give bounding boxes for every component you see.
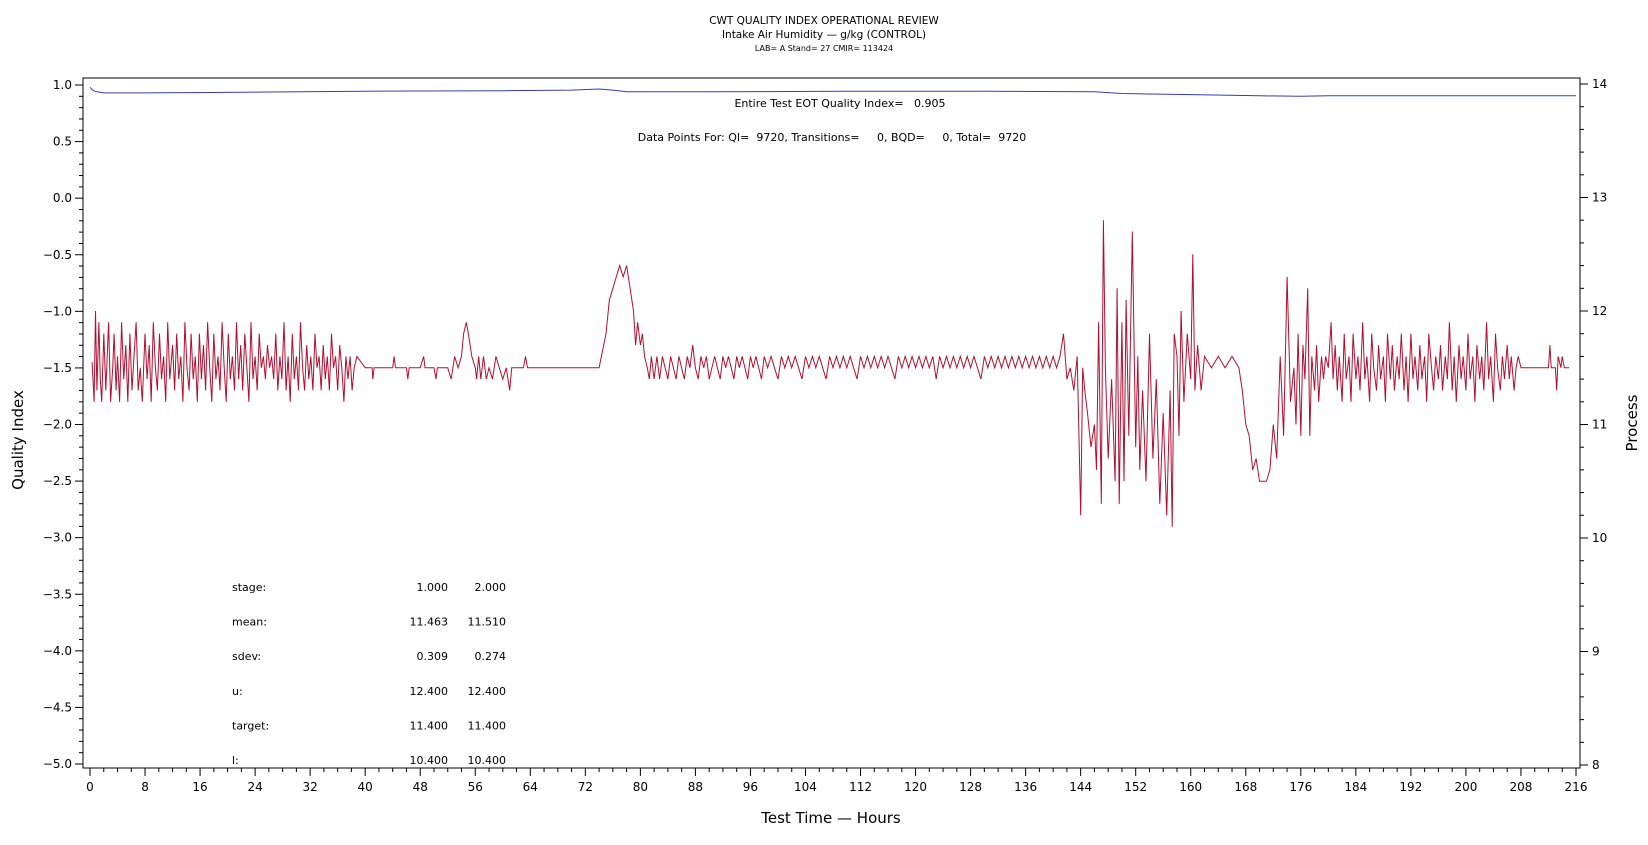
- x-tick-label: 120: [904, 780, 927, 794]
- stats-cell: 11.400: [468, 719, 507, 732]
- y-left-tick-label: 0.5: [53, 135, 72, 149]
- stats-row-label: u:: [232, 685, 243, 698]
- eot-quality-index-note: Entire Test EOT Quality Index= 0.905: [734, 97, 945, 110]
- chart-title: CWT QUALITY INDEX OPERATIONAL REVIEW: [709, 15, 939, 27]
- x-tick-label: 64: [523, 780, 538, 794]
- y-right-tick-label: 11: [1592, 418, 1607, 432]
- stats-cell: 2.000: [475, 581, 507, 594]
- chart-info-line: LAB= A Stand= 27 CMIR= 113424: [755, 44, 893, 53]
- x-tick-label: 72: [578, 780, 593, 794]
- x-tick-label: 88: [688, 780, 703, 794]
- quality-index-line: [89, 86, 1576, 97]
- x-tick-label: 176: [1289, 780, 1312, 794]
- x-tick-label: 112: [849, 780, 872, 794]
- y-left-tick-label: −3.0: [43, 531, 72, 545]
- x-tick-label: 80: [633, 780, 648, 794]
- y-left-tick-label: −0.5: [43, 248, 72, 262]
- stats-row-label: sdev:: [232, 650, 261, 663]
- series-layer: [89, 86, 1576, 527]
- y-right-tick-label: 13: [1592, 191, 1607, 205]
- x-tick-label: 8: [141, 780, 149, 794]
- x-axis-ticks: 0 8 16 24 32 40 48 56 64 72 80 88 96 104 112 120 128 136 1…: [86, 768, 1587, 794]
- x-tick-label: 152: [1124, 780, 1147, 794]
- x-tick-label: 48: [413, 780, 428, 794]
- x-tick-label: 104: [794, 780, 817, 794]
- y-left-tick-label: −4.0: [43, 644, 72, 658]
- plot-frame: [82, 77, 1581, 769]
- y-left-tick-label: −5.0: [43, 757, 72, 771]
- stats-cell: 10.400: [468, 754, 507, 767]
- y-left-tick-label: −2.5: [43, 474, 72, 488]
- x-tick-label: 16: [192, 780, 207, 794]
- stats-cell: 0.274: [475, 650, 507, 663]
- x-tick-label: 184: [1344, 780, 1367, 794]
- y-left-tick-label: −3.5: [43, 587, 72, 601]
- stats-cell: 0.309: [417, 650, 449, 663]
- left-axis-label: Quality Index: [9, 390, 27, 490]
- y-right-tick-label: 8: [1592, 758, 1600, 772]
- x-tick-label: 160: [1179, 780, 1202, 794]
- stats-cell: 10.400: [410, 754, 449, 767]
- right-axis-label: Process: [1623, 394, 1641, 451]
- chart-subtitle: Intake Air Humidity — g/kg (CONTROL): [722, 29, 926, 41]
- process-line: [91, 220, 1570, 527]
- y-left-tick-label: 0.0: [53, 191, 72, 205]
- x-tick-label: 168: [1234, 780, 1257, 794]
- y-left-tick-label: −2.0: [43, 418, 72, 432]
- x-tick-label: 40: [358, 780, 373, 794]
- y-right-tick-label: 14: [1592, 77, 1607, 91]
- stats-row-label: l:: [232, 754, 239, 767]
- y-left-tick-label: −4.5: [43, 700, 72, 714]
- y-right-tick-label: 10: [1592, 531, 1607, 545]
- stats-cell: 11.463: [410, 616, 449, 629]
- x-tick-label: 96: [743, 780, 758, 794]
- x-tick-label: 32: [303, 780, 318, 794]
- stats-row-label: stage:: [232, 581, 266, 594]
- left-axis-ticks: 1.0 0.5 0.0 −0.5 −1.0 −1.5 −2.0 −2.5 −3.0 −3.5 −4.…: [43, 78, 83, 771]
- x-tick-label: 24: [247, 780, 262, 794]
- y-left-tick-label: 1.0: [53, 78, 72, 92]
- data-points-note: Data Points For: QI= 9720, Transitions= …: [638, 131, 1026, 144]
- right-axis-ticks: 14 13 12 11 10 9 8: [1580, 77, 1607, 772]
- stats-row-label: mean:: [232, 616, 267, 629]
- stats-row-label: target:: [232, 719, 269, 732]
- x-axis-label: Test Time — Hours: [760, 809, 901, 827]
- x-tick-label: 128: [959, 780, 982, 794]
- x-tick-label: 144: [1069, 780, 1092, 794]
- x-tick-label: 216: [1565, 780, 1588, 794]
- y-left-tick-label: −1.5: [43, 361, 72, 375]
- stats-cell: 12.400: [410, 685, 449, 698]
- y-right-tick-label: 9: [1592, 645, 1600, 659]
- x-tick-label: 200: [1454, 780, 1477, 794]
- x-tick-label: 0: [86, 780, 94, 794]
- x-tick-label: 192: [1399, 780, 1422, 794]
- x-tick-label: 208: [1510, 780, 1533, 794]
- y-right-tick-label: 12: [1592, 304, 1607, 318]
- stats-cell: 1.000: [417, 581, 449, 594]
- x-tick-label: 136: [1014, 780, 1037, 794]
- x-tick-label: 56: [468, 780, 483, 794]
- y-left-tick-label: −1.0: [43, 304, 72, 318]
- stats-cell: 11.400: [410, 719, 449, 732]
- stats-cell: 12.400: [468, 685, 507, 698]
- stats-table: stage: 1.000 2.000 mean: 11.463 11.510 sdev: 0.…: [232, 581, 506, 767]
- stats-cell: 11.510: [468, 616, 507, 629]
